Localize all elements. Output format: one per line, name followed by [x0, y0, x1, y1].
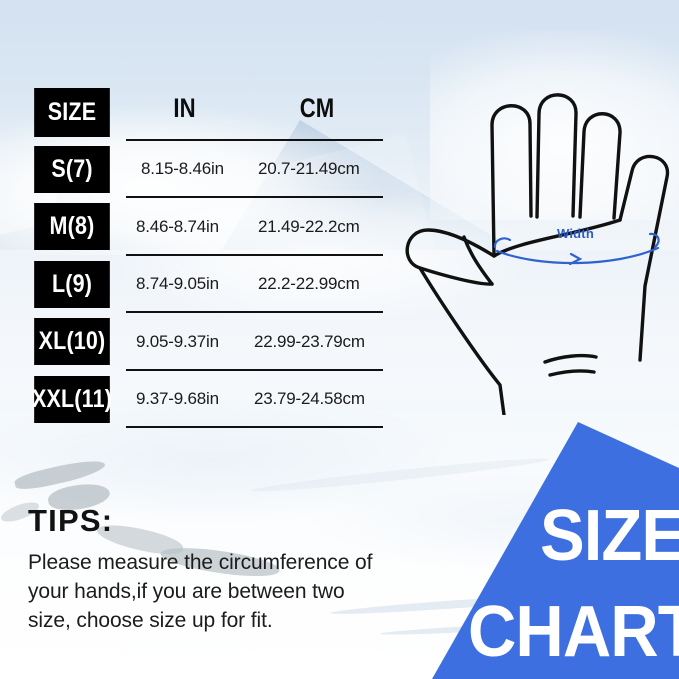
table-row: M(8): [34, 203, 110, 250]
table-cell-in: 8.46-8.74in: [136, 217, 219, 236]
table-row: XXL(11): [32, 376, 112, 423]
table-cell-in: 8.15-8.46in: [141, 159, 224, 178]
table-divider: [126, 426, 383, 428]
table-row: L(9): [34, 261, 110, 308]
index-finger: [490, 104, 533, 257]
table-row: XL(10): [34, 318, 110, 365]
table-cell-in: 8.74-9.05in: [136, 274, 219, 293]
table-cell-cm: 22.99-23.79cm: [254, 332, 365, 351]
palm-crease-upper: [543, 353, 598, 364]
thumb-upper: [405, 228, 496, 286]
tips-body: Please measure the circumference of your…: [28, 551, 373, 632]
table-cell-in: 9.37-9.68in: [136, 389, 219, 408]
table-cell-cm: 22.2-22.99cm: [258, 274, 360, 293]
width-arrow: [493, 232, 660, 266]
thumb-lower-edge: [418, 266, 506, 415]
table-cell-cm: 20.7-21.49cm: [258, 159, 360, 178]
palm-top-edge: [492, 218, 622, 258]
table-header-size: SIZE: [34, 88, 110, 137]
thumb-crease: [462, 235, 494, 286]
table-cell-cm: 23.79-24.58cm: [254, 389, 365, 408]
table-header-cm: CM: [299, 93, 335, 123]
table-divider: [126, 311, 383, 313]
ring-finger: [578, 112, 622, 220]
table-divider: [126, 369, 383, 371]
cloud-right: [430, 30, 679, 220]
middle-finger: [535, 93, 578, 219]
pinky-and-outer-edge: [618, 154, 670, 362]
table-cell-in: 9.05-9.37in: [136, 332, 219, 351]
width-label: Width: [557, 226, 594, 241]
table-row: S(7): [34, 146, 110, 193]
banner-title-line2: CHART: [468, 592, 679, 672]
table-cell-cm: 21.49-22.2cm: [258, 217, 360, 236]
banner-title-line1: SIZE: [540, 496, 679, 576]
tips-title: TIPS:: [28, 503, 114, 538]
hand-outline-diagram: [405, 93, 670, 415]
table-divider: [126, 139, 383, 141]
table-divider: [126, 254, 383, 256]
palm-crease-lower: [548, 369, 596, 377]
table-header-in: IN: [173, 93, 196, 123]
table-divider: [126, 196, 383, 198]
